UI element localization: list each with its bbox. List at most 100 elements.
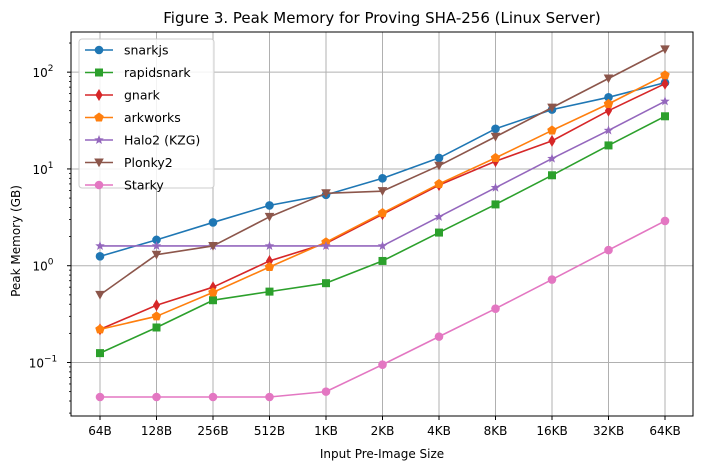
data-point [661,77,669,90]
data-point [95,324,105,334]
legend-item: gnark [85,88,161,103]
legend-label: snarkjs [124,43,168,58]
legend-item: arkworks [85,110,181,125]
x-tick-label: 16KB [536,424,567,438]
y-tick-label: 10−1 [29,354,58,370]
data-point [603,74,614,84]
data-point [378,360,387,369]
y-tick-label: 101 [32,161,53,177]
legend-label: arkworks [124,110,181,125]
data-point [490,132,501,142]
legend-marker [94,45,104,55]
legend-item: snarkjs [85,43,168,58]
legend-marker [95,89,103,101]
data-point [152,323,161,332]
legend-marker [94,158,104,168]
series-arkworks [95,70,670,334]
series-starky [95,216,670,402]
data-point [378,256,387,265]
plot-frame [70,31,694,417]
data-point [377,187,388,196]
data-point [548,171,556,180]
y-tick-label: 100 [32,258,53,274]
data-point [548,134,556,147]
data-point [547,125,557,135]
data-point [151,240,162,251]
legend-marker [94,135,104,145]
data-point [208,218,218,227]
data-point [660,70,670,80]
axes: 64B 128B 256B 512B 1KB 2KB 4KB 8KB 16KB 32KB 64KB 1… [29,31,694,438]
data-point [603,98,614,108]
data-point [491,124,500,134]
y-axis-label: Peak Memory (GB) [9,185,23,297]
legend: snarkjs rapidsnark gnark arkworks Halo2 (KZG… [78,38,215,193]
legend-label: Starky [124,178,164,193]
legend-marker [94,180,104,190]
x-tick-label: 64B [88,424,112,438]
chart-title: Figure 3. Peak Memory for Proving SHA-25… [163,9,600,27]
data-point [491,200,500,209]
data-point [434,332,444,341]
data-point [265,201,274,210]
data-point [95,240,105,251]
legend-marker [94,112,104,122]
x-tick-label: 32KB [593,424,624,438]
data-point [490,152,501,162]
data-point [151,250,162,260]
data-point [547,153,557,163]
data-point [264,212,275,222]
data-point [152,235,161,245]
data-point [490,182,501,192]
data-point [151,311,162,321]
grid [71,32,693,416]
data-point [95,290,105,300]
legend-item: Starky [85,178,164,193]
data-point [604,141,613,150]
x-tick-label: 256B [197,424,228,438]
data-point [264,240,275,251]
data-point [604,92,613,102]
data-point [152,299,161,312]
x-tick-label: 512B [254,424,285,438]
x-tick-label: 1KB [314,424,338,438]
legend-label: Halo2 (KZG) [124,133,200,148]
legend-item: Halo2 (KZG) [85,133,200,148]
x-tick-label: 2KB [371,424,395,438]
data-point [491,304,500,313]
data-point [377,240,388,251]
legend-label: Plonky2 [124,155,173,170]
data-point [434,153,444,163]
legend-label: gnark [124,88,161,103]
data-point [208,287,218,297]
data-point [660,45,670,55]
legend-label: rapidsnark [124,65,191,80]
data-point [603,125,614,135]
x-tick-label: 64KB [649,424,680,438]
data-point [321,240,331,251]
data-point [95,252,105,261]
legend-marker [95,68,103,77]
data-point [322,279,330,288]
data-point [264,262,275,272]
legend-item: Plonky2 [85,155,173,170]
y-tick-label: 102 [32,64,53,80]
data-point [378,174,387,183]
x-tick-label: 128B [141,424,172,438]
data-point [547,103,557,113]
data-point [95,392,105,402]
data-point [321,189,331,199]
legend-box [78,38,215,189]
data-point [661,112,669,121]
series-plonky2 [95,45,670,300]
data-point [377,208,388,218]
data-point [547,275,557,284]
x-tick-label: 4KB [427,424,451,438]
data-point [96,349,104,358]
x-tick-label: 8KB [484,424,508,438]
data-point [265,287,274,296]
data-point [265,392,274,402]
legend-item: rapidsnark [85,65,191,80]
